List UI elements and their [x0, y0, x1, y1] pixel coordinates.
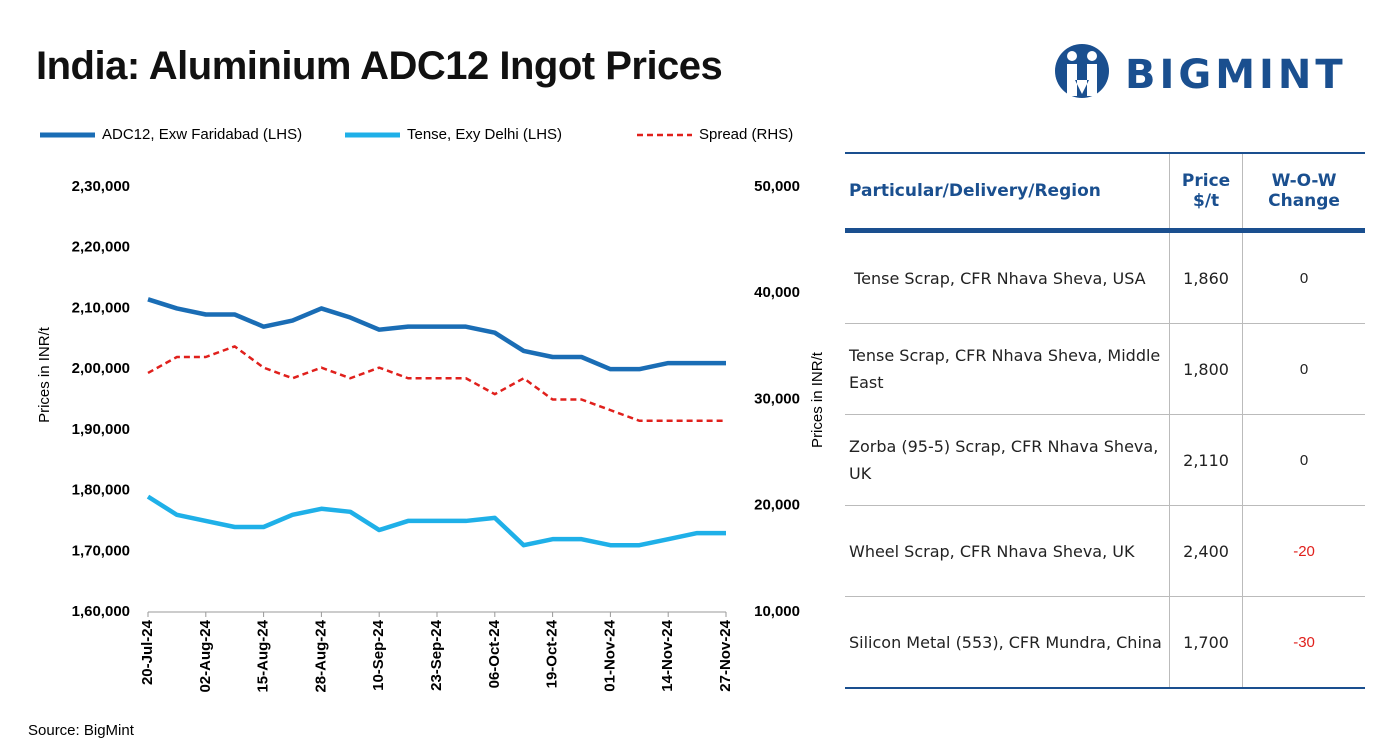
y2-tick-label: 10,000 — [754, 603, 800, 620]
legend-label: ADC12, Exw Faridabad (LHS) — [102, 126, 302, 143]
y-tick-label: 2,20,000 — [72, 239, 130, 256]
x-tick-label: 20-Jul-24 — [139, 619, 156, 685]
y-axis-label: Prices in INR/t — [36, 326, 53, 423]
table-cell: Wheel Scrap, CFR Nhava Sheva, UK — [845, 505, 1170, 597]
x-tick-label: 10-Sep-24 — [370, 619, 387, 691]
y-tick-label: 2,10,000 — [72, 299, 130, 316]
table-cell: 1,860 — [1169, 230, 1243, 324]
table-cell: Tense Scrap, CFR Nhava Sheva, Middle Eas… — [845, 323, 1170, 415]
series-line — [147, 345, 726, 422]
logo-text: BIGMINT — [1125, 52, 1345, 98]
x-tick-label: 15-Aug-24 — [255, 619, 272, 692]
table-row: Tense Scrap, CFR Nhava Sheva, Middle Eas… — [845, 323, 1365, 415]
y2-axis-label: Prices in INR/t — [809, 351, 826, 448]
table-row: Zorba (95-5) Scrap, CFR Nhava Sheva, UK 2… — [845, 414, 1365, 506]
table-cell: Tense Scrap, CFR Nhava Sheva, USA — [845, 230, 1170, 324]
table-cell: -30 — [1242, 596, 1365, 689]
table-cell: Silicon Metal (553), CFR Mundra, China — [845, 596, 1170, 689]
table-row: Tense Scrap, CFR Nhava Sheva, USA 1,860 0 — [845, 230, 1365, 324]
x-tick-label: 27-Nov-24 — [717, 619, 734, 691]
legend-label: Spread (RHS) — [699, 126, 793, 143]
y-tick-label: 1,70,000 — [72, 542, 130, 559]
logo: BIGMINT — [1055, 44, 1345, 98]
table-row: Wheel Scrap, CFR Nhava Sheva, UK 2,400 -20 — [845, 505, 1365, 597]
table-cell: 2,400 — [1169, 505, 1243, 597]
y-tick-label: 1,60,000 — [72, 603, 130, 620]
series-line — [147, 297, 726, 372]
series-line — [146, 494, 726, 548]
price-table: Particular/Delivery/Region Price $/t W-O-W… — [845, 152, 1365, 689]
logo-icon — [1067, 64, 1097, 96]
y2-tick-label: 40,000 — [754, 284, 800, 301]
table-cell: 1,800 — [1169, 323, 1243, 415]
x-tick-label: 02-Aug-24 — [197, 619, 214, 692]
column-header: W-O-W Change — [1242, 152, 1365, 233]
table-cell: Zorba (95-5) Scrap, CFR Nhava Sheva, UK — [845, 414, 1170, 506]
chart: Prices in INR/t Prices in INR/t 1,60,000… — [36, 126, 826, 693]
table-row: Silicon Metal (553), CFR Mundra, China 1,… — [845, 596, 1365, 689]
y-tick-label: 2,00,000 — [72, 360, 130, 377]
logo-icon — [1087, 51, 1097, 61]
y2-tick-label: 50,000 — [754, 178, 800, 195]
legend-label: Tense, Exy Delhi (LHS) — [407, 126, 562, 143]
source-note: Source: BigMint — [28, 722, 134, 739]
column-header: Price $/t — [1169, 152, 1243, 233]
y2-tick-label: 30,000 — [754, 390, 800, 407]
x-tick-label: 01-Nov-24 — [601, 619, 618, 691]
table-header-row: Particular/Delivery/Region Price $/t W-O-W… — [845, 152, 1365, 233]
x-tick-label: 23-Sep-24 — [428, 619, 445, 691]
column-header: Particular/Delivery/Region — [845, 152, 1170, 233]
x-tick-label: 14-Nov-24 — [659, 619, 676, 691]
page-title: India: Aluminium ADC12 Ingot Prices — [36, 44, 723, 88]
table-cell: 2,110 — [1169, 414, 1243, 506]
table-cell: 0 — [1242, 414, 1365, 506]
x-tick-label: 28-Aug-24 — [312, 619, 329, 692]
logo-icon — [1067, 51, 1077, 61]
y-tick-label: 1,80,000 — [72, 482, 130, 499]
y-tick-label: 2,30,000 — [72, 178, 130, 195]
x-tick-label: 19-Oct-24 — [544, 619, 561, 688]
y-tick-label: 1,90,000 — [72, 421, 130, 438]
table-cell: 0 — [1242, 230, 1365, 324]
x-tick-label: 06-Oct-24 — [486, 619, 503, 688]
y2-tick-label: 20,000 — [754, 497, 800, 514]
table-cell: -20 — [1242, 505, 1365, 597]
table-cell: 1,700 — [1169, 596, 1243, 689]
table-cell: 0 — [1242, 323, 1365, 415]
